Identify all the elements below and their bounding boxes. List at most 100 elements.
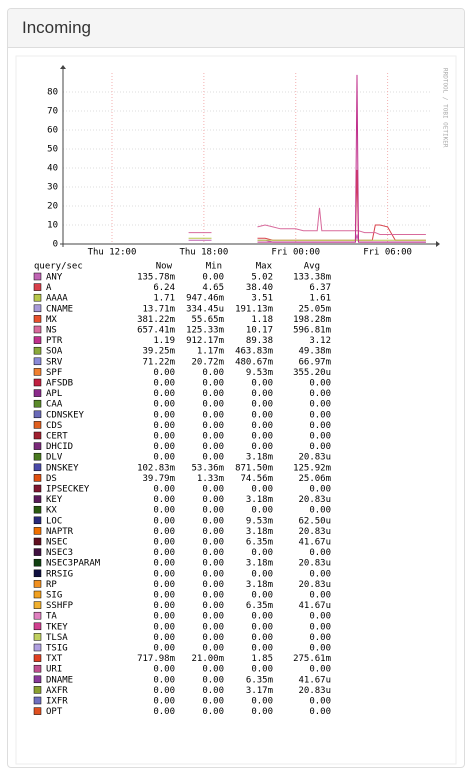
- legend-swatch: [33, 484, 42, 493]
- legend-value: 0.00: [251, 432, 273, 442]
- legend-label: DHCID: [46, 442, 73, 452]
- legend-swatch: [33, 346, 42, 355]
- watermark: RRDTOOL / TOBI OETIKER: [442, 68, 449, 148]
- legend-value: 0.00: [202, 612, 224, 622]
- legend-value: 39.25m: [142, 347, 175, 357]
- legend-value: 0.00: [251, 442, 273, 452]
- legend-value: 20.72m: [191, 357, 224, 367]
- series-line: [188, 234, 426, 243]
- legend-label: KEY: [46, 495, 63, 505]
- legend-label: DS: [46, 474, 57, 484]
- legend-value: 41.67u: [298, 601, 331, 611]
- legend-value: 3.18m: [246, 453, 273, 463]
- legend-value: 53.36m: [191, 463, 224, 473]
- legend-label: TKEY: [46, 622, 68, 632]
- legend-value: 0.00: [309, 400, 331, 410]
- legend-value: 9.53m: [246, 368, 273, 378]
- series-line: [188, 237, 426, 241]
- y-tick-label: 30: [47, 183, 58, 193]
- legend-value: 0.00: [309, 410, 331, 420]
- legend-value: 0.00: [153, 442, 175, 452]
- legend-swatch: [33, 325, 42, 334]
- legend-label: AXFR: [46, 686, 68, 696]
- panel-title: Incoming: [8, 9, 464, 48]
- legend-value: 0.00: [251, 633, 273, 643]
- legend-header: Now: [156, 262, 173, 272]
- legend-value: 0.00: [153, 707, 175, 717]
- legend-value: 0.00: [309, 485, 331, 495]
- legend-swatch: [33, 410, 42, 419]
- legend-value: 3.51: [251, 294, 273, 304]
- legend-value: 0.00: [309, 379, 331, 389]
- legend-value: 38.40: [246, 283, 273, 293]
- legend-label: URI: [46, 665, 62, 675]
- legend-value: 3.18m: [246, 495, 273, 505]
- legend-value: 0.00: [153, 379, 175, 389]
- legend-value: 62.50u: [298, 516, 331, 526]
- legend-label: TLSA: [46, 633, 68, 643]
- legend-value: 0.00: [251, 548, 273, 558]
- legend-value: 133.38m: [293, 273, 331, 283]
- legend-value: 0.00: [202, 644, 224, 654]
- legend-swatch: [33, 569, 42, 578]
- legend-value: 25.06m: [298, 474, 331, 484]
- legend-value: 0.00: [202, 453, 224, 463]
- legend-value: 657.41m: [137, 326, 175, 336]
- legend-value: 0.00: [202, 697, 224, 707]
- legend-swatch: [33, 293, 42, 302]
- legend-value: 74.56m: [240, 474, 273, 484]
- legend-value: 9.53m: [246, 516, 273, 526]
- legend-value: 0.00: [251, 421, 273, 431]
- legend-value: 480.67m: [235, 357, 273, 367]
- legend-value: 0.00: [309, 697, 331, 707]
- legend-value: 0.00: [202, 601, 224, 611]
- legend-value: 0.00: [309, 644, 331, 654]
- legend-value: 0.00: [309, 421, 331, 431]
- legend-label: TSIG: [46, 644, 68, 654]
- legend-label: CDNSKEY: [46, 410, 85, 420]
- legend-value: 20.83u: [298, 559, 331, 569]
- legend-value: 0.00: [202, 622, 224, 632]
- legend-value: 0.00: [251, 569, 273, 579]
- legend-header: Avg: [304, 262, 320, 272]
- legend-label: A: [46, 283, 52, 293]
- legend-value: 0.00: [153, 569, 175, 579]
- legend-value: 25.05m: [298, 304, 331, 314]
- y-tick-label: 50: [47, 145, 58, 155]
- legend-value: 71.22m: [142, 357, 175, 367]
- legend-value: 0.00: [202, 580, 224, 590]
- legend-value: 0.00: [309, 432, 331, 442]
- legend-value: 0.00: [153, 421, 175, 431]
- legend-value: 0.00: [153, 389, 175, 399]
- legend-value: 0.00: [153, 432, 175, 442]
- y-tick-label: 20: [47, 202, 58, 212]
- legend-value: 0.00: [202, 538, 224, 548]
- legend-value: 39.79m: [142, 474, 175, 484]
- legend-value: 0.00: [309, 622, 331, 632]
- legend-label: RRSIG: [46, 569, 73, 579]
- legend-value: 0.00: [153, 538, 175, 548]
- legend-label: OPT: [46, 707, 63, 717]
- series-line: [257, 169, 426, 241]
- legend-label: PTR: [46, 336, 63, 346]
- legend-label: NAPTR: [46, 527, 74, 537]
- legend-swatch: [33, 378, 42, 387]
- legend-label: DNSKEY: [46, 463, 79, 473]
- legend-swatch: [33, 304, 42, 313]
- legend-swatch: [33, 643, 42, 652]
- legend-value: 596.81m: [293, 326, 331, 336]
- legend-value: 0.00: [251, 612, 273, 622]
- legend-value: 0.00: [202, 273, 224, 283]
- legend-value: 1.18: [251, 315, 273, 325]
- y-tick-label: 70: [47, 107, 58, 117]
- legend-value: 0.00: [202, 432, 224, 442]
- legend-value: 41.67u: [298, 538, 331, 548]
- legend-value: 463.83m: [235, 347, 273, 357]
- x-tick-label: Fri 00:00: [271, 248, 320, 258]
- legend-label: NSEC3: [46, 548, 73, 558]
- legend-label: RP: [46, 580, 57, 590]
- legend-value: 125.92m: [293, 463, 331, 473]
- legend-header: Min: [206, 262, 222, 272]
- panel: Incoming: [7, 8, 465, 768]
- legend-value: 912.17m: [186, 336, 224, 346]
